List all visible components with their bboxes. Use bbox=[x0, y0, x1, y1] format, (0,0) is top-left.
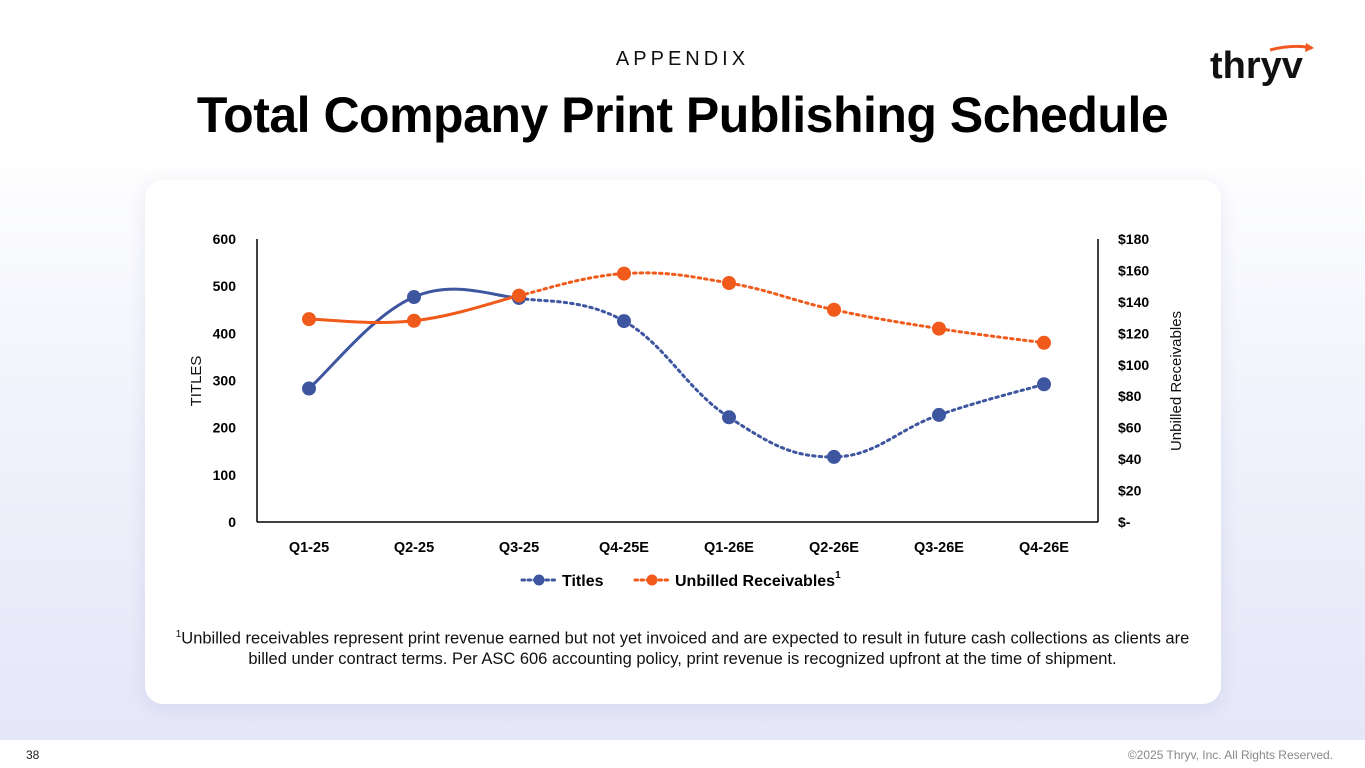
series-receivables-point bbox=[1037, 335, 1051, 350]
right-tick-label: $160 bbox=[1118, 262, 1149, 278]
right-tick-label: $- bbox=[1118, 514, 1131, 530]
legend-marker-titles bbox=[533, 574, 545, 586]
footnote-marker: 1 bbox=[175, 629, 182, 640]
footnote: 1Unbilled receivables represent print re… bbox=[170, 625, 1195, 669]
legend-label-receivables: Unbilled Receivables1 bbox=[675, 570, 841, 590]
right-tick-label: $100 bbox=[1118, 357, 1149, 373]
right-tick-label: $80 bbox=[1118, 388, 1142, 404]
x-tick-label: Q2-25 bbox=[394, 540, 434, 556]
copyright: ©2025 Thryv, Inc. All Rights Reserved. bbox=[1127, 748, 1333, 762]
footnote-text: Unbilled receivables represent print rev… bbox=[181, 629, 1190, 668]
left-tick-label: 400 bbox=[213, 325, 237, 341]
footer-bar bbox=[0, 740, 1365, 768]
x-tick-label: Q4-25E bbox=[599, 540, 649, 556]
series-receivables-forecast-line bbox=[517, 271, 1046, 345]
right-tick-label: $20 bbox=[1118, 483, 1142, 499]
x-tick-label: Q2-26E bbox=[809, 540, 859, 556]
x-tick-label: Q3-26E bbox=[914, 540, 964, 556]
page-number: 38 bbox=[26, 748, 40, 762]
legend-label-superscript: 1 bbox=[835, 570, 841, 581]
x-tick-label: Q3-25 bbox=[499, 540, 539, 556]
x-tick-label: Q4-26E bbox=[1019, 540, 1069, 556]
series-titles-point bbox=[1037, 377, 1051, 392]
series-titles-point bbox=[302, 381, 316, 396]
left-tick-label: 0 bbox=[228, 514, 236, 530]
section-eyebrow: APPENDIX bbox=[615, 48, 750, 70]
left-tick-label: 500 bbox=[213, 278, 237, 294]
right-tick-label: $60 bbox=[1118, 420, 1142, 436]
right-tick-label: $180 bbox=[1118, 231, 1149, 247]
series-receivables-point bbox=[827, 302, 841, 317]
left-tick-label: 300 bbox=[213, 373, 237, 389]
legend-marker-receivables bbox=[646, 574, 658, 586]
series-receivables-point bbox=[722, 276, 736, 291]
left-tick-label: 100 bbox=[213, 467, 237, 483]
left-tick-label: 600 bbox=[213, 231, 237, 247]
series-titles-point bbox=[617, 314, 631, 329]
left-axis-title: TITLES bbox=[188, 356, 205, 407]
legend-label-titles: Titles bbox=[562, 573, 604, 590]
chart-legend: Titles Unbilled Receivables1 bbox=[520, 570, 841, 590]
thryv-logo: thryv bbox=[1210, 43, 1314, 87]
left-tick-label: 200 bbox=[213, 420, 237, 436]
series-receivables-point bbox=[407, 313, 421, 328]
series-titles-point bbox=[407, 290, 421, 305]
series-receivables-point bbox=[512, 288, 526, 303]
x-tick-label: Q1-25 bbox=[289, 540, 329, 556]
chart-card bbox=[145, 180, 1221, 704]
series-receivables-point bbox=[617, 266, 631, 281]
series-receivables-point bbox=[302, 312, 316, 327]
logo-arrow-icon bbox=[1305, 43, 1314, 52]
logo-wordmark: thryv bbox=[1210, 45, 1303, 87]
series-titles-point bbox=[722, 410, 736, 425]
right-axis-title: Unbilled Receivables bbox=[1168, 311, 1185, 451]
right-tick-label: $40 bbox=[1118, 451, 1142, 467]
right-tick-label: $120 bbox=[1118, 325, 1149, 341]
x-tick-label: Q1-26E bbox=[704, 540, 754, 556]
page-title: Total Company Print Publishing Schedule bbox=[196, 87, 1169, 143]
right-tick-label: $140 bbox=[1118, 294, 1149, 310]
series-titles-point bbox=[932, 407, 946, 422]
series-receivables-point bbox=[932, 321, 946, 336]
series-titles-forecast-line bbox=[517, 296, 1046, 459]
series-titles-point bbox=[827, 449, 841, 464]
legend-label-receivables-text: Unbilled Receivables bbox=[675, 573, 835, 590]
